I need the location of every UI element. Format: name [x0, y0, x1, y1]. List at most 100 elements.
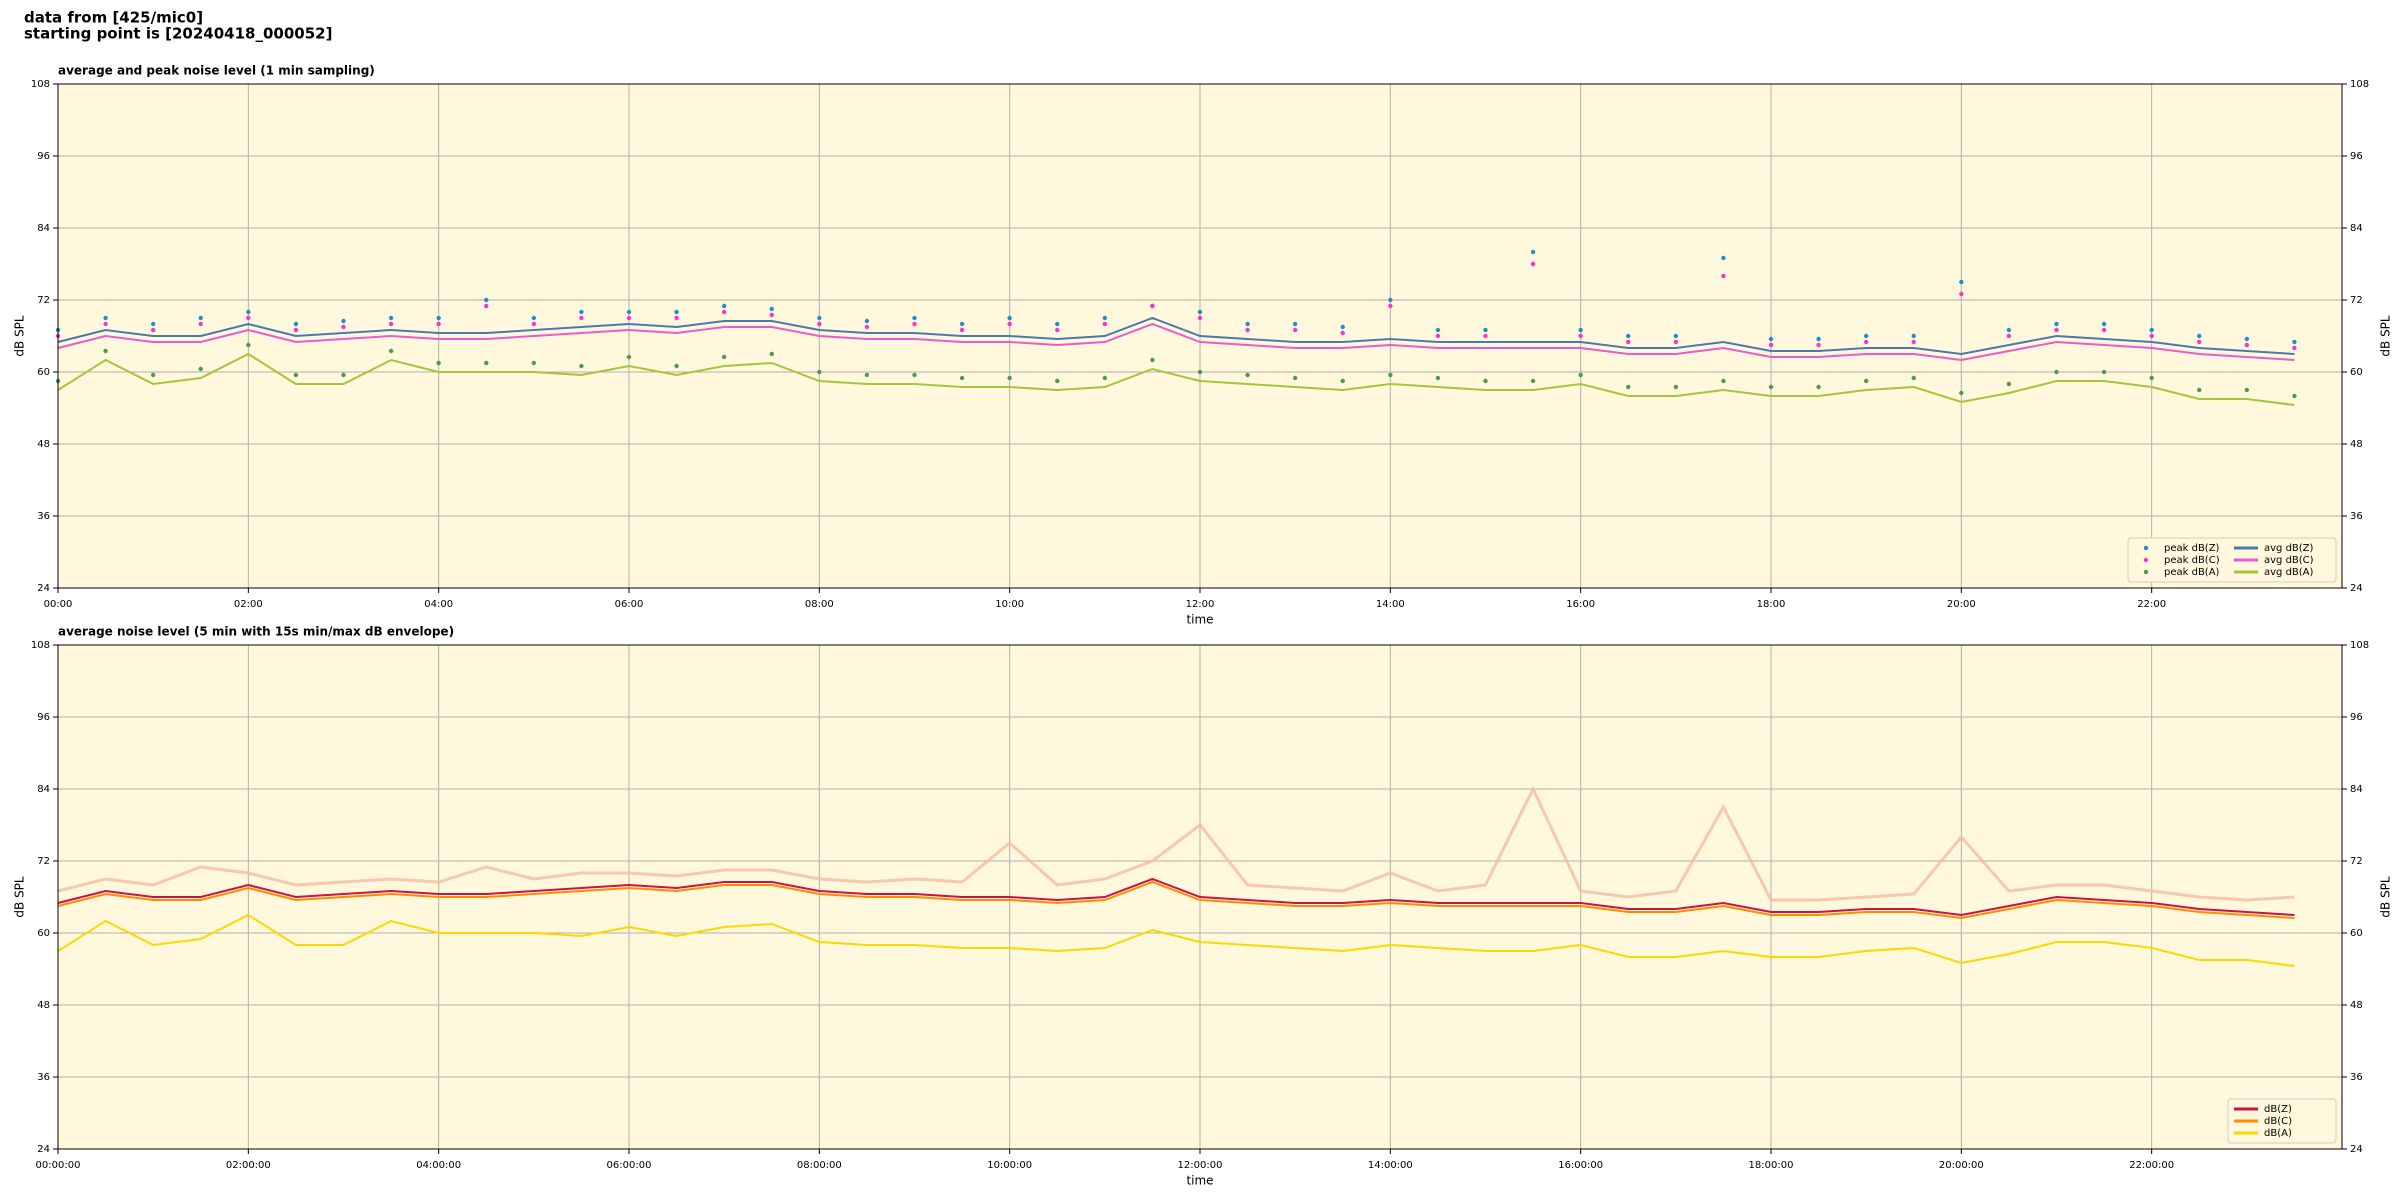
x-tick-label: 14:00 [1376, 599, 1405, 610]
x-tick-label: 10:00:00 [987, 1160, 1032, 1171]
peak-point [388, 321, 394, 327]
peak-point [579, 309, 584, 315]
peak-point [1911, 375, 1916, 381]
y-tick-label: 48 [2350, 439, 2363, 450]
peak-point [531, 315, 537, 321]
peak-point [1245, 372, 1250, 378]
peak-point [1388, 297, 1393, 303]
header-line: starting point is [20240418_000052] [24, 25, 332, 43]
header-line: data from [425/mic0] [24, 9, 203, 27]
x-tick-label: 06:00:00 [607, 1160, 652, 1171]
peak-point [912, 321, 917, 327]
peak-point [1626, 333, 1631, 339]
x-tick-label: 00:00:00 [36, 1160, 81, 1171]
peak-point [2292, 339, 2297, 345]
y-tick-label: 108 [2350, 640, 2369, 651]
x-tick-label: 22:00:00 [2129, 1160, 2174, 1171]
peak-point [1388, 303, 1393, 309]
y-axis-label: dB SPL [13, 876, 27, 918]
y-axis-label: dB SPL [2379, 876, 2393, 918]
peak-point [484, 297, 489, 303]
peak-point [103, 315, 108, 321]
peak-point [1673, 339, 1679, 345]
peak-point [1435, 333, 1441, 339]
peak-point [959, 375, 965, 381]
chart-title: average noise level (5 min with 15s min/… [58, 625, 454, 639]
peak-point [2244, 336, 2250, 342]
x-tick-label: 02:00 [234, 599, 263, 610]
peak-point [2101, 321, 2107, 327]
series-line [57, 880, 2295, 920]
legend-label: dB(C) [2264, 1116, 2292, 1127]
peak-point [1150, 303, 1155, 309]
legend-label: dB(Z) [2264, 1104, 2292, 1115]
peak-point [1578, 327, 1583, 333]
peak-point [1483, 333, 1488, 339]
peak-point [2006, 327, 2012, 333]
peak-point [1007, 321, 1012, 327]
plot-frame [57, 83, 2343, 589]
peak-point [341, 318, 346, 324]
peak-point [721, 354, 727, 360]
peak-point [293, 372, 299, 378]
series-line [57, 877, 2295, 917]
peak-point [341, 324, 346, 330]
y-tick-label: 24 [2350, 583, 2363, 594]
peak-point [1959, 291, 1964, 297]
peak-point [1245, 327, 1250, 333]
peak-point [150, 321, 156, 327]
peak-point [817, 321, 822, 327]
peak-point [959, 321, 965, 327]
peak-point [1768, 384, 1774, 390]
x-axis-label: time [1186, 1174, 1213, 1188]
peak-point [817, 369, 822, 375]
x-tick-label: 04:00 [424, 599, 453, 610]
peak-point [1816, 342, 1821, 348]
x-tick-label: 18:00 [1757, 599, 1786, 610]
peak-point [959, 327, 965, 333]
peak-point [2197, 333, 2202, 339]
peak-point [1292, 327, 1298, 333]
y-tick-label: 36 [2350, 1072, 2363, 1083]
peak-point [1768, 342, 1774, 348]
legend-label: peak dB(C) [2164, 555, 2220, 566]
peak-point [293, 321, 299, 327]
peak-point [2197, 339, 2202, 345]
peak-point [1102, 315, 1108, 321]
peak-point [150, 327, 156, 333]
peak-point [674, 315, 679, 321]
peak-point [864, 318, 870, 324]
peak-point [2149, 327, 2154, 333]
legend-marker [2143, 557, 2149, 563]
peak-point [721, 309, 727, 315]
y-axis-label: dB SPL [13, 315, 27, 357]
x-tick-label: 18:00:00 [1749, 1160, 1794, 1171]
series-line [57, 913, 2295, 967]
peak-point [2054, 327, 2059, 333]
peak-point [293, 327, 299, 333]
x-tick-label: 04:00:00 [416, 1160, 461, 1171]
peak-point [1197, 369, 1203, 375]
peak-point [2244, 387, 2250, 393]
peak-point [1673, 384, 1679, 390]
legend-label: dB(A) [2264, 1128, 2292, 1139]
peak-point [1863, 339, 1869, 345]
y-tick-label: 96 [37, 151, 50, 162]
peak-point [1911, 339, 1916, 345]
peak-point [1530, 261, 1536, 267]
peak-point [2101, 369, 2107, 375]
peak-point [388, 348, 394, 354]
peak-point [721, 303, 727, 309]
x-tick-label: 06:00 [615, 599, 644, 610]
peak-point [2149, 375, 2154, 381]
legend-label: peak dB(A) [2164, 567, 2220, 578]
y-tick-label: 60 [2350, 367, 2363, 378]
peak-point [1197, 309, 1203, 315]
peak-point [1388, 372, 1393, 378]
peak-point [1055, 327, 1060, 333]
legend [2127, 537, 2337, 583]
chart-title: average and peak noise level (1 min samp… [58, 64, 375, 78]
x-tick-label: 12:00:00 [1178, 1160, 1223, 1171]
